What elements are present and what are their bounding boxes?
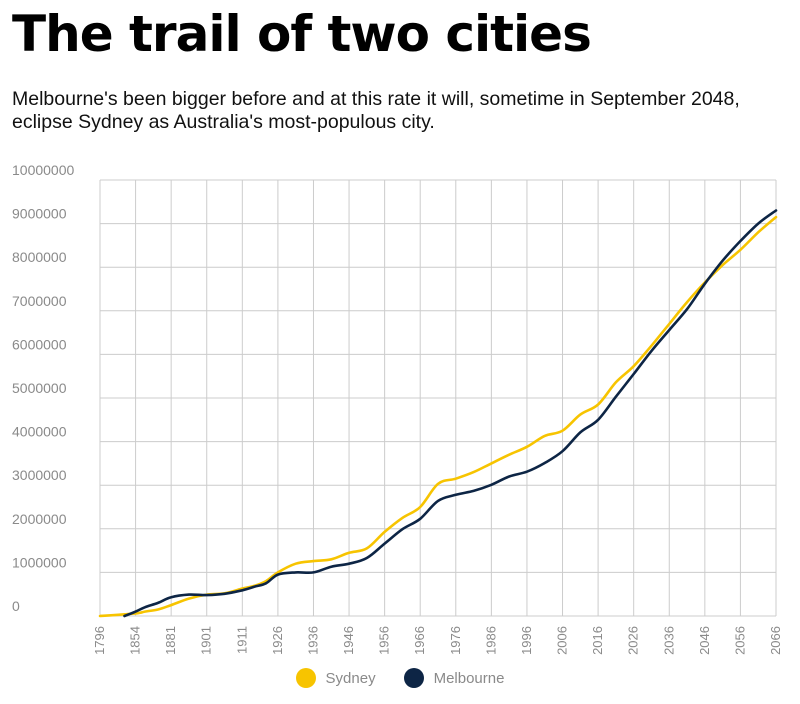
- page-subtitle: Melbourne's been bigger before and at th…: [12, 88, 740, 133]
- population-line-chart: 0 1000000 2000000 3000000 4000000 5000000 6000…: [12, 162, 783, 655]
- x-tick-label-10: 1976: [448, 626, 463, 655]
- y-tick-label-1: 1000000: [12, 554, 67, 570]
- y-tick-label-9: 9000000: [12, 206, 67, 222]
- x-tick-label-0: 1796: [92, 626, 107, 655]
- legend-label-melbourne: Melbourne: [433, 669, 505, 687]
- y-tick-label-10: 10000000: [12, 162, 75, 178]
- y-tick-label-5: 5000000: [12, 380, 67, 396]
- x-tick-label-6: 1936: [305, 626, 320, 655]
- y-axis-ticks: 0 1000000 2000000 3000000 4000000 5000000 6000…: [12, 162, 75, 614]
- legend-swatch-melbourne: [403, 668, 424, 688]
- x-tick-label-11: 1986: [483, 626, 498, 655]
- x-tick-label-15: 2026: [626, 626, 641, 655]
- chart-lines: [98, 209, 778, 618]
- legend-item-sydney[interactable]: Sydney: [295, 668, 376, 688]
- y-tick-label-6: 6000000: [12, 336, 67, 352]
- series-line-melbourne: [123, 209, 778, 618]
- x-tick-label-1: 1854: [128, 626, 143, 655]
- y-tick-label-3: 3000000: [12, 467, 67, 483]
- x-tick-label-3: 1901: [199, 626, 214, 655]
- x-tick-label-8: 1956: [377, 626, 392, 655]
- y-tick-label-4: 4000000: [12, 424, 67, 440]
- y-tick-label-8: 8000000: [12, 249, 67, 265]
- y-tick-label-7: 7000000: [12, 293, 67, 309]
- x-tick-label-18: 2056: [732, 626, 747, 655]
- x-tick-label-2: 1881: [163, 626, 178, 655]
- legend-label-sydney: Sydney: [325, 669, 376, 687]
- x-axis-ticks: 1796 1854 1881 1901 1911 1926 1936 1946 1956 1966…: [92, 626, 783, 655]
- chart-legend: Sydney Melbourne: [0, 668, 800, 688]
- x-tick-label-12: 1996: [519, 626, 534, 655]
- x-tick-label-17: 2046: [697, 626, 712, 655]
- chart-grid: [99, 179, 777, 617]
- series-line-sydney: [98, 215, 778, 618]
- page-title: The trail of two cities: [12, 5, 592, 63]
- y-tick-label-0: 0: [12, 598, 20, 614]
- x-tick-label-14: 2016: [590, 626, 605, 655]
- x-tick-label-5: 1926: [270, 626, 285, 655]
- x-tick-label-13: 2006: [555, 626, 570, 655]
- x-tick-label-4: 1911: [234, 626, 249, 654]
- x-tick-label-7: 1946: [341, 626, 356, 655]
- x-tick-label-9: 1966: [412, 626, 427, 655]
- x-tick-label-19: 2066: [768, 626, 783, 655]
- legend-swatch-sydney: [295, 668, 316, 688]
- y-tick-label-2: 2000000: [12, 511, 67, 527]
- x-tick-label-16: 2036: [661, 626, 676, 655]
- legend-item-melbourne[interactable]: Melbourne: [403, 668, 505, 688]
